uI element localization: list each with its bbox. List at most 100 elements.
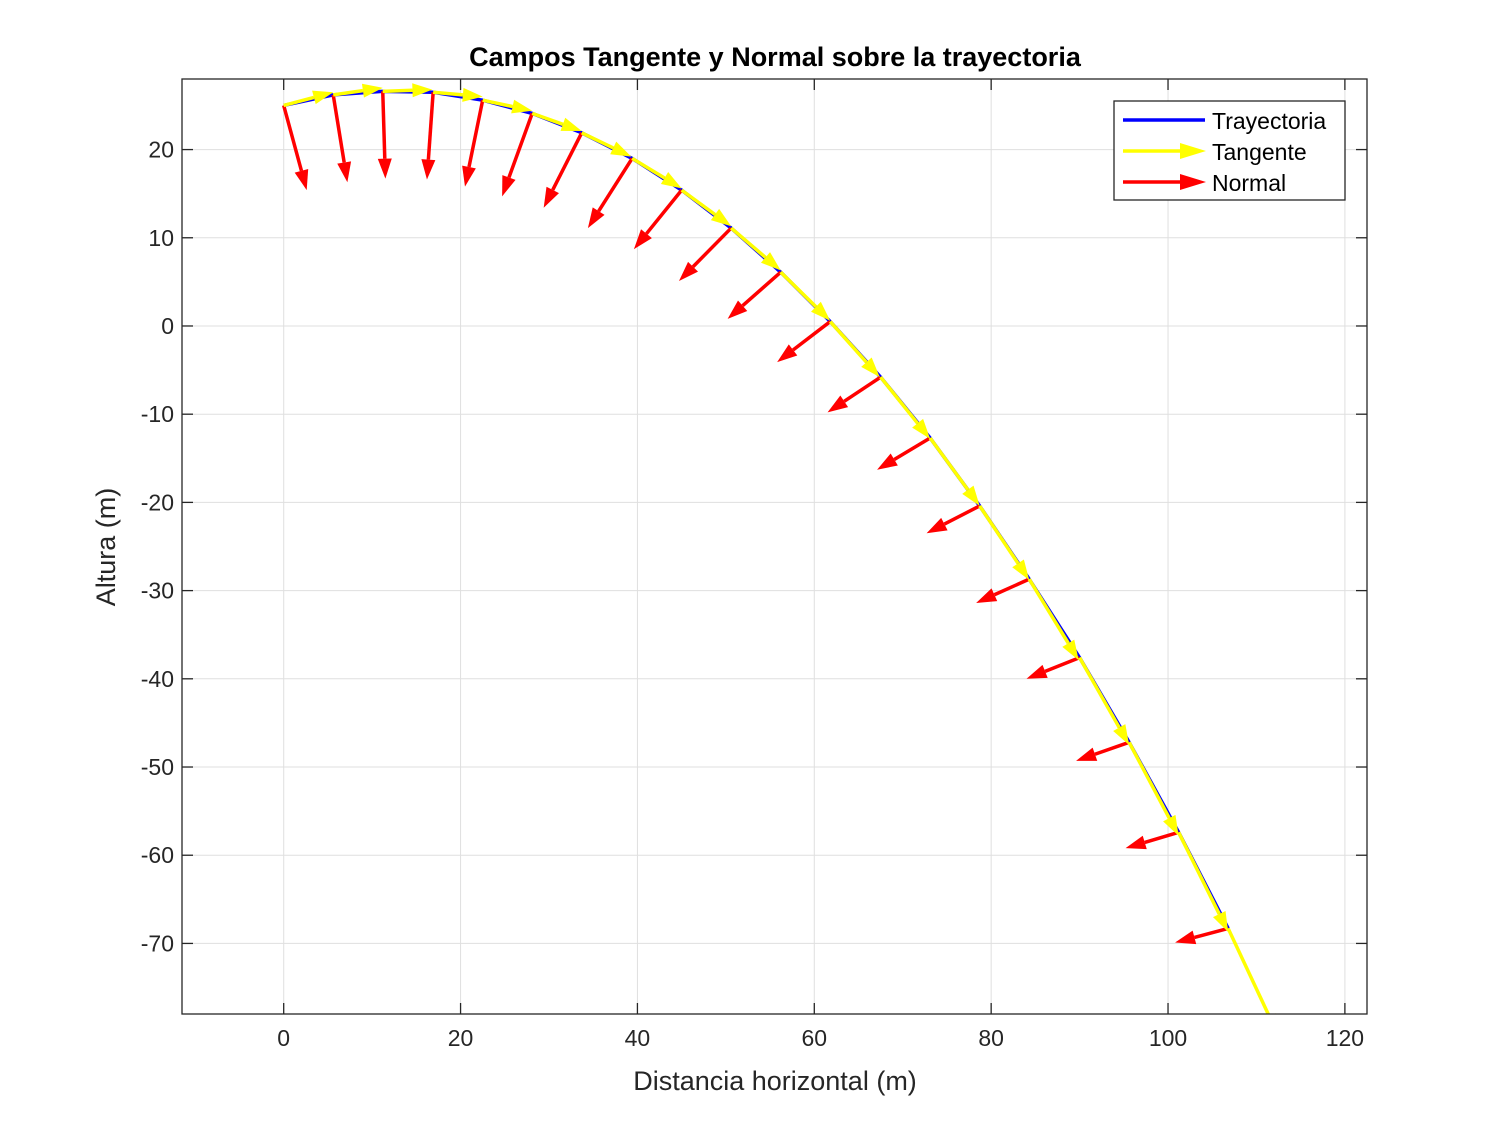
tangent-arrow-shaft xyxy=(928,436,970,491)
x-tick-label: 80 xyxy=(978,1025,1004,1051)
legend-tangent-arrowhead xyxy=(1180,143,1206,159)
legend-trajectory-label: Trayectoria xyxy=(1212,108,1326,134)
legend[interactable]: Trayectoria Tangente Normal xyxy=(1113,100,1346,201)
y-tick-label: 0 xyxy=(161,313,174,339)
normal-arrow-shaft xyxy=(467,99,485,168)
y-tick-label: -20 xyxy=(141,489,174,515)
tangent-arrow-shaft xyxy=(1078,656,1121,729)
chart-title: Campos Tangente y Normal sobre la trayec… xyxy=(469,42,1082,72)
legend-normal-arrowhead xyxy=(1180,174,1206,190)
tangent-arrow-shaft xyxy=(432,90,464,97)
tangent-arrow-shaft xyxy=(531,111,564,126)
tangent-arrow xyxy=(828,320,880,378)
normal-arrow xyxy=(633,189,684,250)
tangent-arrow-head xyxy=(1012,559,1030,581)
normal-arrow-head xyxy=(976,588,998,603)
normal-arrow-head xyxy=(678,261,699,281)
normal-arrow-shaft xyxy=(741,270,782,308)
y-tick-label: -30 xyxy=(141,578,174,604)
axis-ticks: 0 20 40 60 80 100 12020100-10-20-30-40-50-60-7… xyxy=(141,79,1367,1051)
x-tick-label: 40 xyxy=(625,1025,651,1051)
normal-arrow-shaft xyxy=(1144,830,1180,845)
legend-tangent-label: Tangente xyxy=(1212,139,1307,165)
normal-arrow-shaft xyxy=(597,157,634,213)
normal-arrow-head xyxy=(1026,664,1048,679)
tangent-arrow-head xyxy=(1212,910,1229,932)
normal-arrow-shaft xyxy=(551,132,584,191)
normal-arrow-head xyxy=(587,207,605,229)
normal-arrow-shaft xyxy=(1094,740,1130,756)
normal-arrow xyxy=(976,577,1030,603)
normal-arrow-head xyxy=(877,453,898,470)
normal-arrow-head xyxy=(543,186,559,208)
tangent-arrow-head xyxy=(861,357,880,378)
y-tick-label: -70 xyxy=(141,930,174,956)
normal-arrow-head xyxy=(1076,747,1098,761)
data-layer xyxy=(282,83,1276,1014)
normal-arrow-head xyxy=(727,300,748,319)
tangent-arrow-shaft xyxy=(382,88,413,94)
tangent-arrow-head xyxy=(361,83,383,98)
normal-arrow-head xyxy=(377,158,392,179)
tangent-arrow xyxy=(432,87,483,102)
normal-arrow-shaft xyxy=(331,94,346,163)
tangent-arrow-head xyxy=(560,117,582,132)
normal-arrow xyxy=(543,132,584,208)
normal-arrow-shaft xyxy=(380,91,387,159)
tangent-arrow xyxy=(332,83,383,98)
normal-arrow xyxy=(678,226,733,281)
normal-arrow xyxy=(1026,656,1081,679)
normal-arrow-head xyxy=(502,175,516,197)
tangent-arrow-shaft xyxy=(978,504,1020,565)
tangent-arrow-head xyxy=(760,252,781,271)
tangent-arrow-head xyxy=(710,208,732,227)
x-tick-label: 20 xyxy=(448,1025,474,1051)
normal-arrow-head xyxy=(827,395,849,413)
normal-arrow xyxy=(827,375,882,413)
tangent-arrow xyxy=(580,131,632,157)
normal-arrow-shaft xyxy=(791,320,832,352)
plot-area xyxy=(182,79,1367,1014)
tangent-arrow-head xyxy=(660,172,682,189)
normal-arrow xyxy=(727,270,782,319)
y-tick-label: -10 xyxy=(141,401,174,427)
tangent-arrow-shaft xyxy=(332,88,364,97)
legend-normal-label: Normal xyxy=(1212,170,1286,196)
y-tick-label: 20 xyxy=(148,137,174,163)
normal-arrow xyxy=(1076,740,1130,761)
tangent-arrow-shaft xyxy=(1027,578,1070,645)
tangent-arrow xyxy=(680,188,732,227)
tangent-arrow xyxy=(631,156,682,189)
tangent-arrow xyxy=(1177,831,1229,932)
normal-arrow-shaft xyxy=(691,226,733,268)
normal-arrow xyxy=(877,436,932,470)
y-tick-label: -50 xyxy=(141,754,174,780)
tangent-arrow-shaft xyxy=(1127,741,1171,819)
y-tick-label: -60 xyxy=(141,842,174,868)
y-axis-label: Altura (m) xyxy=(91,488,121,607)
tangent-arrow-shaft xyxy=(1177,831,1221,915)
tangent-arrow-head xyxy=(1062,639,1079,661)
tangent-arrow xyxy=(1078,656,1130,745)
tangent-arrow-head xyxy=(1113,724,1130,745)
normal-arrow xyxy=(331,94,352,183)
tangent-arrow-shaft xyxy=(580,131,614,150)
normal-arrow xyxy=(1125,830,1180,850)
normal-arrow-shaft xyxy=(1044,656,1081,674)
x-axis-label: Distancia horizontal (m) xyxy=(633,1066,917,1096)
normal-arrow-shaft xyxy=(1193,926,1229,940)
normal-arrow-head xyxy=(421,159,436,180)
x-tick-label: 0 xyxy=(277,1025,290,1051)
tangent-arrow xyxy=(1027,578,1079,661)
x-tick-label: 100 xyxy=(1149,1025,1187,1051)
normal-arrow-shaft xyxy=(507,112,534,179)
normal-arrow xyxy=(1175,926,1229,945)
normal-arrow-head xyxy=(462,165,476,187)
tangent-arrow-shaft xyxy=(730,226,767,259)
tangent-arrow xyxy=(978,504,1030,581)
tangent-arrow-head xyxy=(912,418,931,439)
normal-arrow-head xyxy=(926,517,948,534)
normal-arrow xyxy=(502,112,534,197)
tangent-arrow-shaft xyxy=(828,320,868,364)
